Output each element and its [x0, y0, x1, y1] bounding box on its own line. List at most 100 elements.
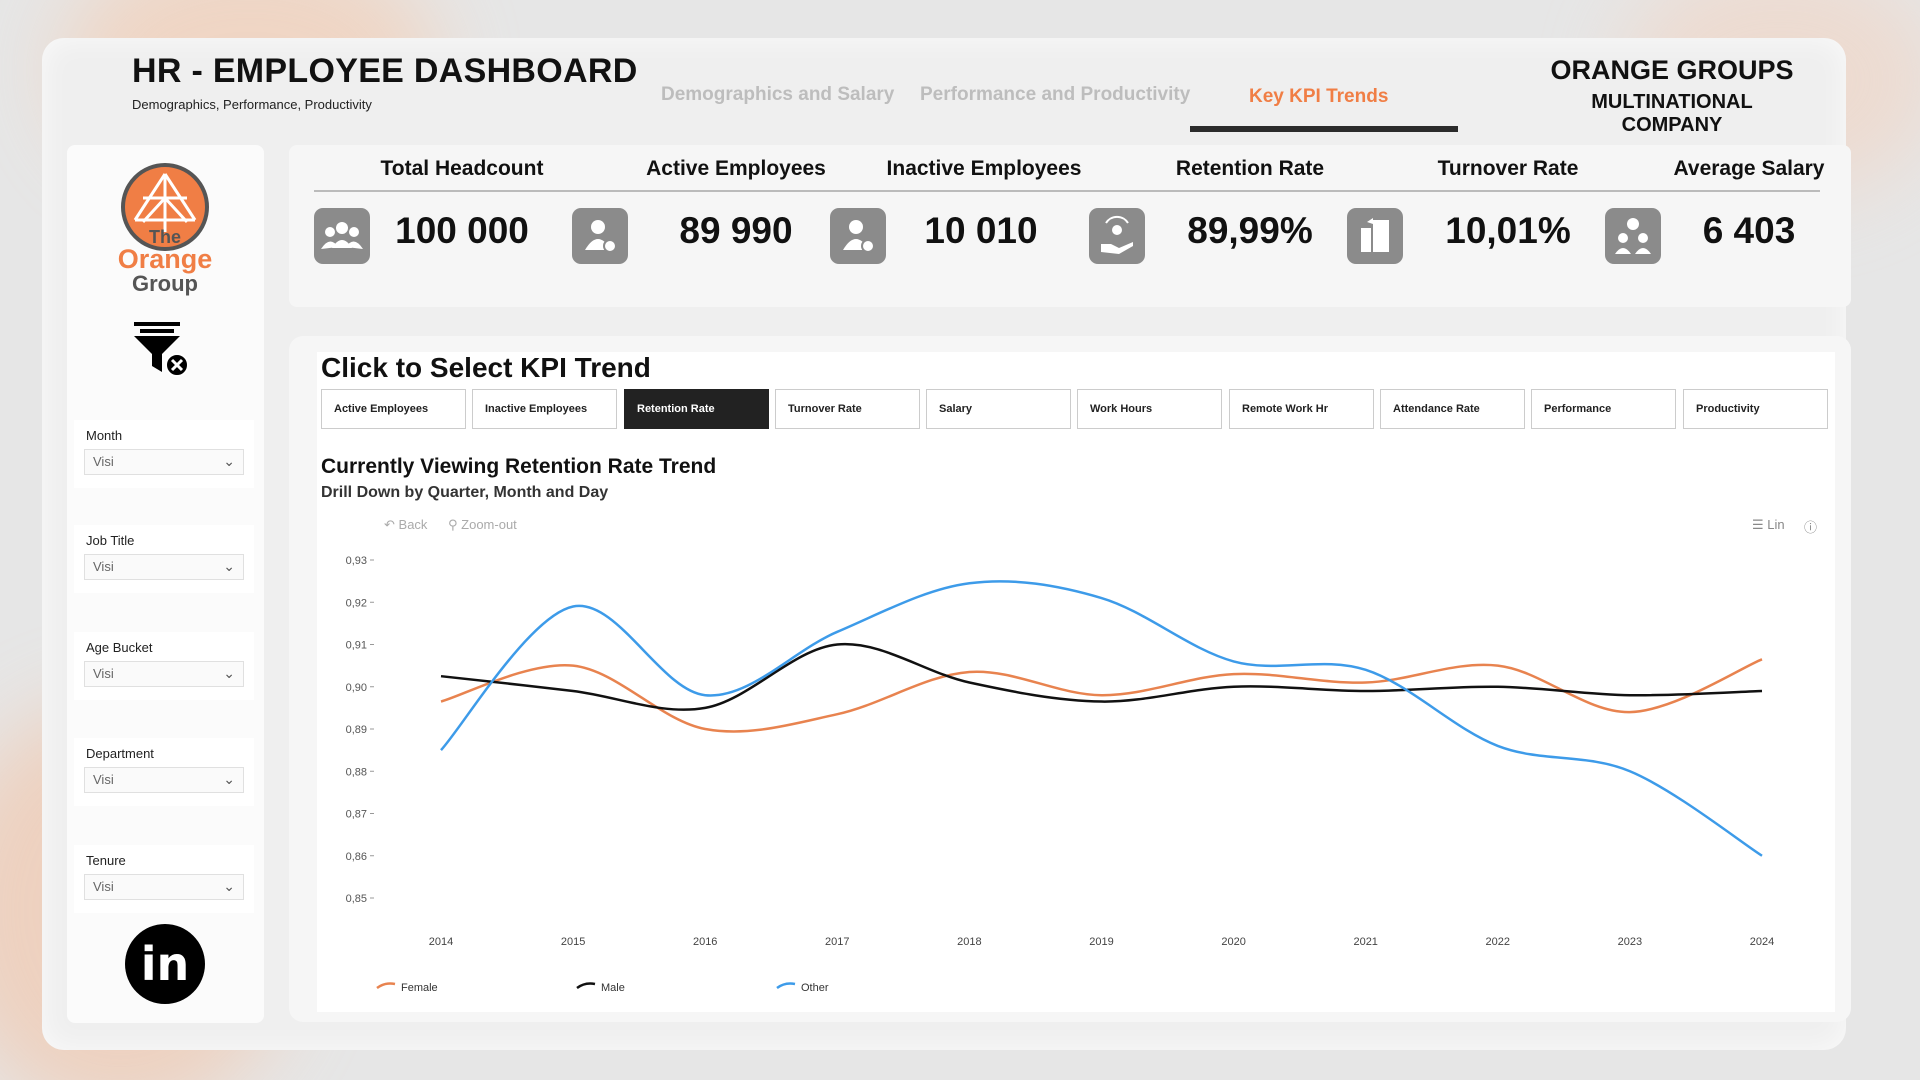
slicer-month: Month Visi ⌄: [74, 420, 254, 488]
orange-group-logo: The Orange Group: [118, 163, 213, 296]
slicer-label: Department: [86, 746, 154, 761]
kpi-value-average-salary: 6 403: [1702, 210, 1796, 251]
y-tick-label: 0,87: [346, 809, 367, 821]
kpi-button-salary[interactable]: Salary: [926, 389, 1071, 429]
retention-rate-line-chart: 0,93 0,92 0,91 0,90 0,89 0,88 0,87 0,86 0,85 2014…: [346, 555, 1775, 994]
y-tick-label: 0,88: [346, 766, 367, 778]
logo-text-the: The: [149, 227, 181, 247]
kpi-value-active-employees: 89 990: [679, 210, 793, 251]
kpi-selector-title: Click to Select KPI Trend: [321, 352, 651, 383]
kpi-button-retention-rate[interactable]: Retention Rate: [624, 389, 769, 429]
y-tick-label: 0,86: [346, 851, 367, 863]
kpi-cards-panel: [289, 145, 1851, 307]
zoom-out-button[interactable]: ⚲ Zoom-out: [448, 517, 517, 532]
x-tick-label: 2015: [561, 936, 585, 948]
hand-retain-icon: [1089, 208, 1145, 264]
user-remove-icon: [830, 208, 886, 264]
chevron-down-icon: ⌄: [223, 558, 235, 574]
slicer-label: Job Title: [86, 533, 135, 548]
tenure-dropdown[interactable]: Visi ⌄: [84, 874, 244, 900]
slicer-job-title: Job Title Visi ⌄: [74, 525, 254, 593]
chevron-down-icon: ⌄: [223, 771, 235, 787]
y-tick-label: 0,93: [346, 555, 367, 567]
logo-text-orange: Orange: [118, 244, 213, 274]
slicer-age-bucket: Age Bucket Visi ⌄: [74, 632, 254, 700]
department-dropdown[interactable]: Visi ⌄: [84, 767, 244, 793]
kpi-button-active-employees[interactable]: Active Employees: [321, 389, 466, 429]
kpi-title-retention-rate: Retention Rate: [1175, 157, 1325, 180]
slicer-label: Age Bucket: [86, 640, 153, 655]
kpi-value-retention-rate: 89,99%: [1187, 210, 1313, 251]
kpi-value-inactive-employees: 10 010: [924, 210, 1038, 251]
kpi-button-attendance-rate[interactable]: Attendance Rate: [1380, 389, 1525, 429]
y-tick-label: 0,89: [346, 724, 367, 736]
chevron-down-icon: ⌄: [223, 453, 235, 469]
clear-filter-icon[interactable]: [131, 320, 191, 380]
series-line-male: [440, 642, 1763, 711]
month-dropdown[interactable]: Visi ⌄: [84, 449, 244, 475]
chevron-down-icon: ⌄: [223, 665, 235, 681]
kpi-title-average-salary: Average Salary: [1673, 157, 1825, 180]
series-line-other: [440, 580, 1763, 857]
chart-area: [317, 352, 1835, 1012]
slicer-label: Month: [86, 428, 123, 443]
scale-toggle-button[interactable]: ☰ Lin: [1752, 517, 1785, 532]
kpi-value-turnover-rate: 10,01%: [1445, 210, 1571, 251]
user-check-icon: [572, 208, 628, 264]
help-icon[interactable]: ⓘ: [1804, 520, 1818, 535]
legend-label: Other: [801, 982, 829, 994]
page-subtitle: Demographics, Performance, Productivity: [132, 97, 372, 112]
x-tick-label: 2017: [825, 936, 849, 948]
slicer-tenure: Tenure Visi ⌄: [74, 845, 254, 913]
series-line-female: [440, 658, 1763, 733]
chart-title: Currently Viewing Retention Rate Trend: [321, 455, 717, 478]
tab-demographics-salary[interactable]: Demographics and Salary: [661, 84, 895, 105]
kpi-button-performance[interactable]: Performance: [1531, 389, 1676, 429]
door-exit-icon: [1347, 208, 1403, 264]
tab-key-kpi-trends[interactable]: Key KPI Trends: [1249, 86, 1389, 107]
page-title: HR - EMPLOYEE DASHBOARD: [132, 52, 638, 90]
legend-swatch: [776, 982, 796, 990]
tab-performance-productivity[interactable]: Performance and Productivity: [920, 84, 1191, 105]
y-tick-label: 0,92: [346, 597, 367, 609]
slicer-label: Tenure: [86, 853, 126, 868]
y-tick-label: 0,91: [346, 640, 367, 652]
kpi-title-inactive-employees: Inactive Employees: [886, 157, 1082, 180]
chart-subtitle: Drill Down by Quarter, Month and Day: [321, 484, 609, 501]
x-tick-label: 2020: [1221, 936, 1245, 948]
logo-text-group: Group: [132, 271, 198, 296]
kpi-divider: [314, 190, 1820, 192]
y-tick-label: 0,85: [346, 893, 367, 905]
salary-group-icon: [1605, 208, 1661, 264]
x-tick-label: 2018: [957, 936, 981, 948]
kpi-button-productivity[interactable]: Productivity: [1683, 389, 1828, 429]
legend-label: Male: [601, 982, 625, 994]
kpi-button-turnover-rate[interactable]: Turnover Rate: [775, 389, 920, 429]
y-tick-label: 0,90: [346, 682, 367, 694]
kpi-button-work-hours[interactable]: Work Hours: [1077, 389, 1222, 429]
x-tick-label: 2023: [1618, 936, 1642, 948]
kpi-title-active-employees: Active Employees: [646, 157, 826, 180]
kpi-value-total-headcount: 100 000: [395, 210, 529, 251]
list-icon: ☰: [1752, 517, 1764, 532]
kpi-title-turnover-rate: Turnover Rate: [1437, 157, 1579, 180]
slicer-department: Department Visi ⌄: [74, 738, 254, 806]
back-button[interactable]: ↶ Back: [384, 517, 428, 532]
linkedin-icon[interactable]: in: [125, 924, 205, 1004]
x-tick-label: 2019: [1089, 936, 1113, 948]
job-title-dropdown[interactable]: Visi ⌄: [84, 554, 244, 580]
age-bucket-dropdown[interactable]: Visi ⌄: [84, 661, 244, 687]
zoom-out-icon: ⚲: [448, 517, 458, 532]
kpi-button-remote-work-hr[interactable]: Remote Work Hr: [1229, 389, 1374, 429]
legend-swatch: [376, 982, 396, 990]
brand-name: ORANGE GROUPS: [1550, 55, 1794, 85]
active-tab-indicator: [1190, 126, 1458, 132]
group-icon: [314, 208, 370, 264]
x-tick-label: 2021: [1353, 936, 1377, 948]
x-tick-label: 2022: [1486, 936, 1510, 948]
legend-swatch: [576, 982, 596, 990]
kpi-button-inactive-employees[interactable]: Inactive Employees: [472, 389, 617, 429]
chevron-down-icon: ⌄: [223, 878, 235, 894]
legend-label: Female: [401, 982, 438, 994]
back-arrow-icon: ↶: [384, 517, 395, 532]
